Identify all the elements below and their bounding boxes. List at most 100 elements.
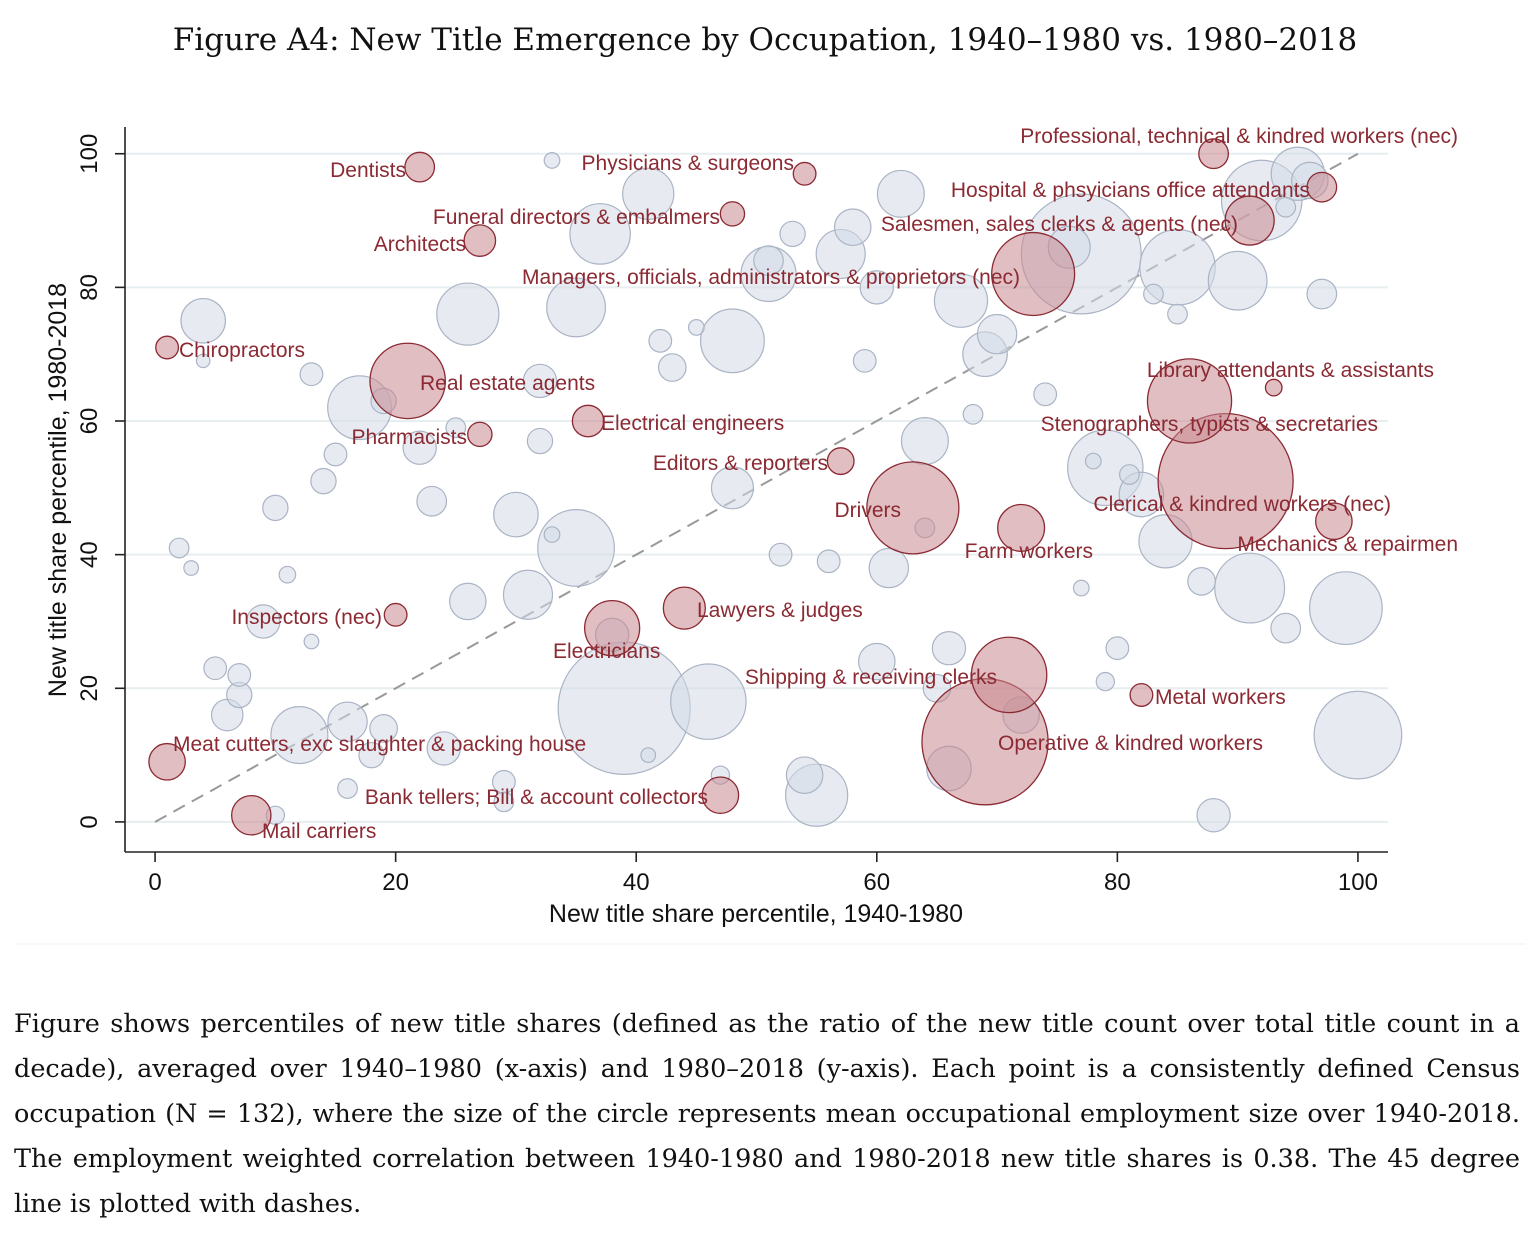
point-label: Mail carriers [262,820,376,843]
scatter-point [502,569,554,620]
highlight-point [383,602,408,627]
point-label: Electrical engineers [601,412,784,435]
highlighted-points [148,138,1353,836]
point-label: Editors & reporters [653,452,828,475]
scatter-point [648,328,673,353]
point-label: Professional, technical & kindred worker… [1020,125,1458,148]
scatter-point [1072,579,1090,597]
scatter-point [445,417,467,439]
point-label: Drivers [835,499,902,522]
highlight-point [571,404,605,438]
scatter-point [426,731,461,766]
point-label: Real estate agents [420,372,595,395]
highlight-point [369,342,446,420]
scatter-point [1095,671,1116,692]
scatter-point [436,282,500,346]
scatter-point [1118,464,1140,485]
scatter-point [449,582,487,621]
scatter-point [1105,636,1130,661]
scatter-point [337,778,358,799]
scatter-point [358,741,385,769]
scatter-point [962,403,984,425]
scatter-point [710,466,755,510]
point-label: Managers, officials, administrators & pr… [522,266,1020,289]
scatter-point [1187,567,1216,596]
point-label: Bank tellers; Bill & account collectors [365,786,708,809]
highlight-point [1306,171,1338,203]
point-label: Salesmen, sales clerks & agents (nec) [881,213,1238,236]
scatter-point [699,308,765,374]
scatter-point [622,167,675,220]
scatter-point [1308,571,1383,646]
scatter-point [493,791,515,813]
point-label: Operative & kindred workers [998,732,1263,755]
scatter-point [522,363,558,399]
y-axis-title: New title share percentile, 1980-2018 [44,283,72,697]
scatter-point [526,427,554,455]
point-label: Chiropractors [179,339,305,362]
x-axis-title: New title share percentile, 1940-1980 [549,900,963,928]
x-tick-label: 0 [148,869,161,896]
scatter-point [203,656,228,681]
highlight-point [1315,502,1353,541]
figure-title: Figure A4: New Title Emergence by Occupa… [172,22,1358,58]
scatter-point [1167,303,1188,325]
scatter-point [753,245,784,277]
scatter-point [180,297,227,344]
y-tick-label: 100 [76,134,103,174]
scatter-point [857,642,896,681]
scatter-point [1196,798,1231,833]
highlight-point [701,776,740,815]
scatter-point [1313,690,1403,780]
point-label: Shipping & receiving clerks [745,666,997,689]
scatter-point [816,549,841,574]
scatter-point [931,630,967,666]
point-label: Architects [374,233,466,256]
x-tick-label: 80 [1104,869,1131,896]
scatter-point [546,277,607,338]
point-label: Meat cutters, exc slaughter & packing ho… [173,733,586,756]
scatter-point [327,701,368,742]
scatter-point [859,270,894,305]
y-tick-label: 40 [76,541,103,568]
highlight-point [155,335,180,360]
highlight-point [826,447,855,476]
highlight-point [463,224,497,257]
highlight-point [792,161,817,186]
point-label: Clerical & kindred workers (nec) [1093,493,1391,516]
scatter-point [543,152,561,169]
scatter-point [900,417,949,466]
point-label: Pharmacists [351,426,467,449]
scatter-point [868,547,910,589]
scatter-point [687,319,705,336]
point-label: Mechanics & repairmen [1237,533,1458,556]
scatter-point [543,526,561,544]
scatter-point [323,442,348,467]
x-tick-label: 40 [623,869,650,896]
scatter-point [569,203,631,265]
scatter-point [270,706,329,765]
scatter-point [640,747,657,764]
point-label: Physicians & surgeons [582,152,794,175]
scatter-point [299,362,324,387]
point-label: Lawyers & judges [697,599,863,622]
point-label: Dentists [330,159,406,182]
highlight-point [866,461,960,555]
scatter-point [657,353,687,382]
scatter-point [1270,612,1302,644]
highlight-point [583,599,641,657]
y-tick-label: 60 [76,408,103,435]
scatter-point [183,560,200,576]
scatter-point [933,273,989,328]
scatter-point [1275,196,1297,218]
figure-caption: Figure shows percentiles of new title sh… [14,1009,1520,1219]
scatter-point [1033,382,1058,407]
scatter-point [785,756,824,794]
bubble-scatter-chart: Professional, technical & kindred worker… [0,95,1530,945]
highlight-point [467,421,493,448]
highlight-point [1129,682,1154,707]
scatter-point [670,663,747,740]
highlight-point [719,201,746,227]
axes: 0 20 40 60 80 100 0 20 40 60 80 100 [76,127,1388,896]
highlight-point [1198,138,1230,170]
